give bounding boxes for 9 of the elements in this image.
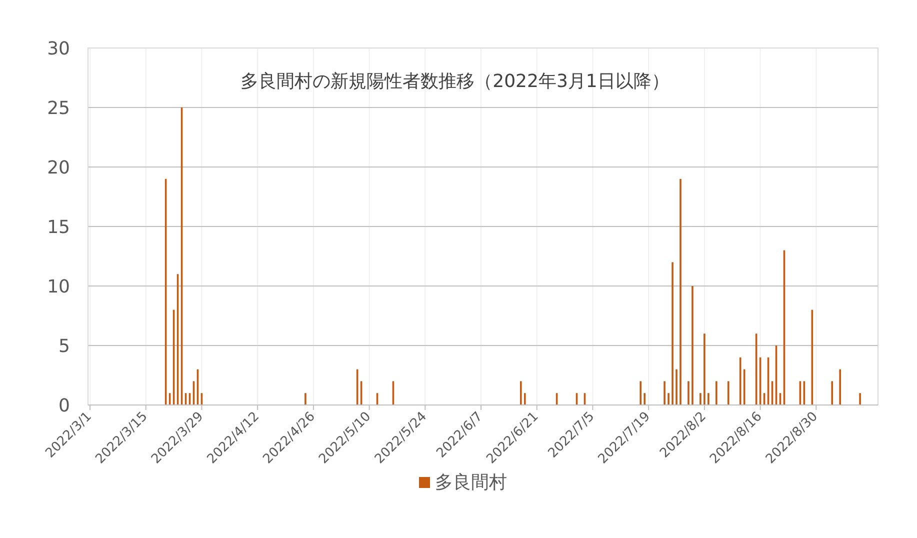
- text: 多良間村の新規陽性者数推移（2022年3月1日以降）: [240, 71, 670, 92]
- y-tick-label: 30: [47, 38, 70, 60]
- y-tick-label: 5: [58, 336, 70, 357]
- y-tick-label: 10: [47, 276, 70, 298]
- y-tick-label: 20: [47, 157, 70, 178]
- legend-label: 多良間村: [435, 472, 507, 493]
- y-tick-label: 25: [47, 98, 70, 119]
- y-tick-label: 0: [58, 395, 70, 416]
- y-tick-label: 15: [47, 216, 70, 238]
